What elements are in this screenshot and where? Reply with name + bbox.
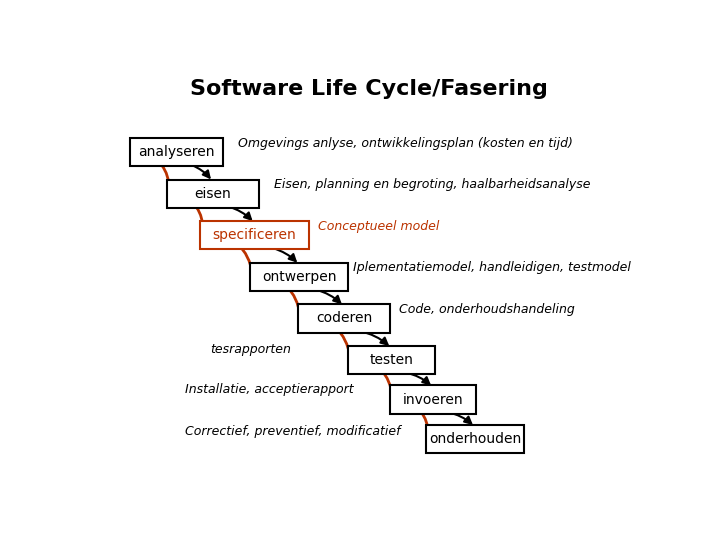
Text: eisen: eisen <box>194 187 231 201</box>
FancyBboxPatch shape <box>426 425 524 453</box>
FancyBboxPatch shape <box>390 386 477 414</box>
Text: Correctief, preventief, modificatief: Correctief, preventief, modificatief <box>185 425 400 438</box>
Text: Software Life Cycle/Fasering: Software Life Cycle/Fasering <box>190 79 548 99</box>
Text: Conceptueel model: Conceptueel model <box>318 220 439 233</box>
Text: Code, onderhoudshandeling: Code, onderhoudshandeling <box>399 303 575 316</box>
Text: testen: testen <box>369 353 413 367</box>
FancyBboxPatch shape <box>167 180 258 208</box>
Text: tesrapporten: tesrapporten <box>210 343 291 356</box>
FancyBboxPatch shape <box>130 138 222 166</box>
FancyBboxPatch shape <box>348 346 435 374</box>
Text: Omgevings anlyse, ontwikkelingsplan (kosten en tijd): Omgevings anlyse, ontwikkelingsplan (kos… <box>238 137 572 150</box>
FancyBboxPatch shape <box>298 305 390 333</box>
Text: specificeren: specificeren <box>212 228 297 242</box>
Text: invoeren: invoeren <box>403 393 464 407</box>
FancyBboxPatch shape <box>200 221 309 249</box>
Text: Installatie, acceptierapport: Installatie, acceptierapport <box>185 383 354 396</box>
Text: onderhouden: onderhouden <box>429 432 521 446</box>
Text: Eisen, planning en begroting, haalbarheidsanalyse: Eisen, planning en begroting, haalbarhei… <box>274 178 590 191</box>
Text: coderen: coderen <box>316 312 372 326</box>
Text: analyseren: analyseren <box>138 145 215 159</box>
Text: Iplementatiemodel, handleidigen, testmodel: Iplementatiemodel, handleidigen, testmod… <box>354 261 631 274</box>
Text: ontwerpen: ontwerpen <box>262 270 336 284</box>
FancyBboxPatch shape <box>251 263 348 291</box>
